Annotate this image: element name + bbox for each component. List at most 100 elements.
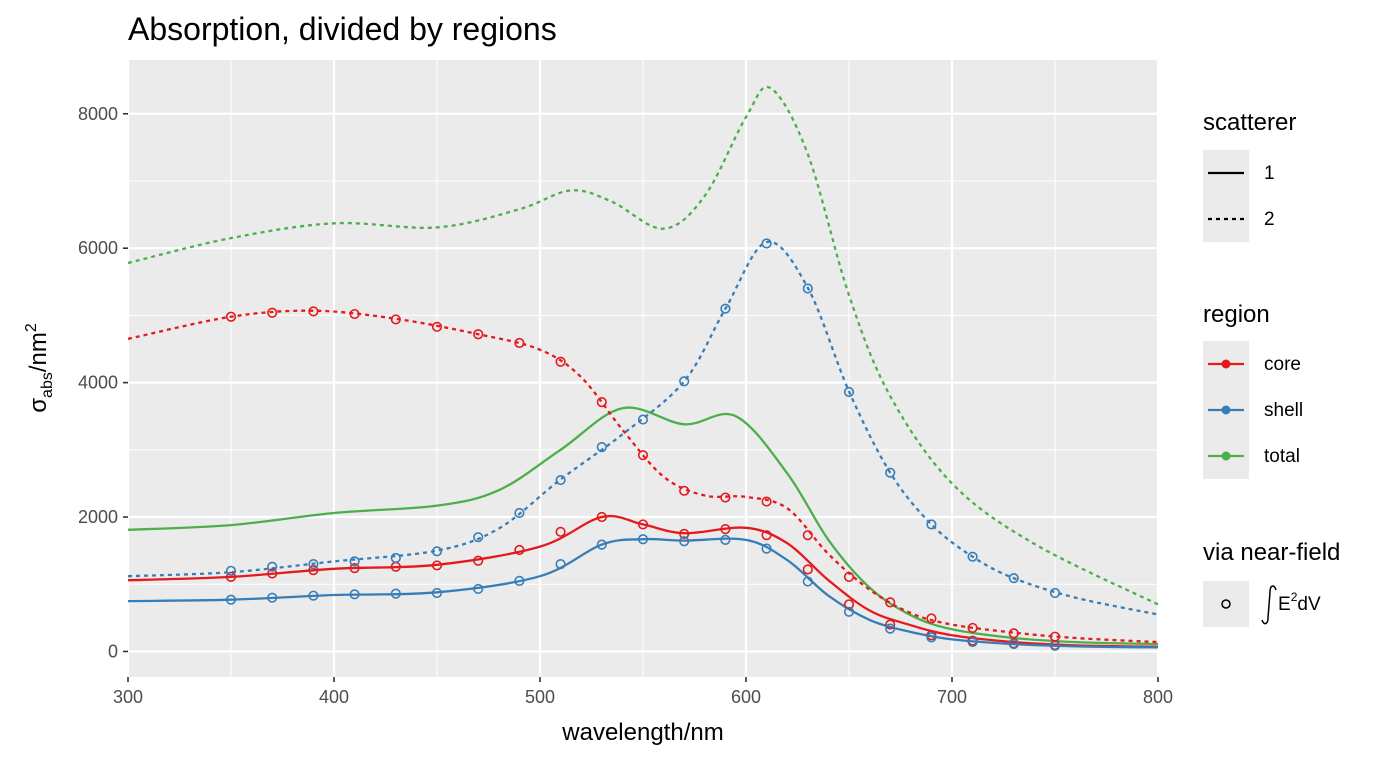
near-field-point-shell: [555, 474, 566, 486]
y-axis-superscript: 2: [23, 323, 40, 332]
near-field-point-core: [761, 496, 772, 507]
near-field-point-core: [514, 544, 525, 556]
near-field-point-core: [679, 528, 690, 539]
legend-key-bg: [1203, 581, 1249, 627]
legend-nearfield-superscript: 2: [1291, 590, 1298, 604]
near-field-point-shell: [473, 583, 484, 595]
y-axis-ticks: 0 2000 4000 6000 8000: [78, 104, 128, 661]
near-field-point-core: [802, 530, 813, 541]
series-line-shell-scatterer-2: [127, 240, 1159, 616]
y-axis-unit: /nm: [25, 332, 52, 372]
near-field-point-shell: [349, 589, 360, 600]
near-field-point-shell: [843, 386, 855, 398]
near-field-point-shell: [1049, 587, 1061, 599]
legend-nearfield-circle: [1221, 599, 1231, 609]
near-field-point-shell: [679, 536, 690, 547]
x-axis-title: wavelength/nm: [561, 719, 723, 746]
legend-label-core: core: [1264, 354, 1301, 375]
x-tick-label: 500: [525, 687, 555, 707]
near-field-point-shell: [926, 632, 937, 643]
near-field-point-shell: [349, 556, 360, 567]
near-field-point-shell: [761, 543, 772, 554]
near-field-point-core: [720, 524, 731, 535]
y-axis-subscript: abs: [39, 372, 56, 398]
chart-title: Absorption, divided by regions: [128, 11, 557, 47]
near-field-point-core: [637, 519, 649, 530]
series-line-core-scatterer-1: [127, 514, 1159, 648]
near-field-point-shell: [431, 587, 443, 599]
near-field-point-shell: [802, 576, 813, 587]
legend-label-nearfield: E2dV: [1278, 590, 1321, 615]
near-field-point-core: [802, 564, 813, 575]
near-field-point-shell: [514, 507, 525, 519]
near-field-point-core: [926, 613, 937, 624]
near-field-point-shell: [1008, 573, 1019, 584]
near-field-point-core: [555, 526, 566, 537]
near-field-point-shell: [885, 623, 896, 634]
near-field-point-core: [473, 555, 484, 566]
near-field-point-core: [390, 314, 401, 325]
near-field-point-core: [225, 571, 237, 582]
near-field-point-core: [308, 565, 319, 576]
near-field-point-shell: [555, 558, 566, 570]
near-field-point-core: [720, 492, 731, 503]
x-tick-label: 800: [1143, 687, 1173, 707]
y-axis-symbol: σ: [25, 398, 52, 413]
legend-nearfield-suffix: dV: [1297, 594, 1321, 615]
y-tick-label: 4000: [78, 373, 118, 393]
x-axis-ticks: 300 400 500 600 700 800: [113, 677, 1173, 707]
near-field-point-core: [267, 568, 278, 579]
near-field-point-shell: [267, 592, 278, 603]
near-field-point-shell: [225, 565, 237, 576]
legend-label-shell: shell: [1264, 400, 1303, 421]
near-field-point-shell: [308, 590, 319, 601]
near-field-point-shell: [885, 467, 896, 478]
near-field-point-core: [555, 356, 566, 367]
legend-title-nearfield: via near-field: [1203, 539, 1340, 566]
legend-label-scatterer-1: 1: [1264, 163, 1275, 184]
x-tick-label: 700: [937, 687, 967, 707]
near-field-points: [225, 238, 1061, 651]
series-line-total-scatterer-2: [127, 85, 1159, 606]
near-field-point-core: [349, 308, 360, 320]
near-field-point-shell: [1008, 638, 1019, 650]
near-field-point-shell: [390, 588, 401, 599]
near-field-point-shell: [596, 539, 607, 550]
y-axis-title: σabs/nm2: [23, 323, 56, 413]
near-field-point-core: [637, 450, 649, 461]
near-field-point-shell: [967, 551, 978, 562]
near-field-point-core: [431, 560, 443, 571]
near-field-point-shell: [802, 283, 813, 294]
near-field-point-shell: [308, 558, 319, 570]
near-field-point-shell: [637, 534, 649, 545]
near-field-point-core: [473, 329, 484, 340]
near-field-point-shell: [267, 561, 278, 572]
near-field-point-core: [967, 622, 978, 634]
near-field-point-core: [679, 485, 690, 496]
series-line-shell-scatterer-1: [127, 537, 1159, 649]
legend-label-scatterer-2: 2: [1264, 209, 1275, 230]
near-field-point-shell: [225, 594, 237, 605]
near-field-point-core: [596, 397, 607, 408]
near-field-point-shell: [637, 414, 649, 425]
legend-label-total: total: [1264, 446, 1300, 467]
integral-icon: [1261, 585, 1277, 625]
near-field-point-shell: [473, 532, 484, 543]
legend-shell-dot: [1221, 405, 1231, 415]
near-field-point-shell: [967, 636, 978, 648]
y-tick-label: 8000: [78, 104, 118, 124]
near-field-point-shell: [431, 546, 443, 557]
series-lines: [127, 85, 1159, 649]
near-field-point-core: [596, 511, 607, 523]
near-field-point-core: [843, 599, 855, 610]
near-field-point-core: [1008, 628, 1019, 639]
near-field-point-shell: [926, 519, 937, 530]
near-field-point-core: [885, 619, 896, 630]
legend-total-dot: [1221, 451, 1231, 461]
series-line-total-scatterer-1: [127, 406, 1159, 646]
near-field-point-shell: [720, 534, 731, 545]
legend-title-region: region: [1203, 301, 1270, 328]
grid-minor: [128, 60, 1158, 677]
near-field-point-core: [761, 530, 772, 541]
